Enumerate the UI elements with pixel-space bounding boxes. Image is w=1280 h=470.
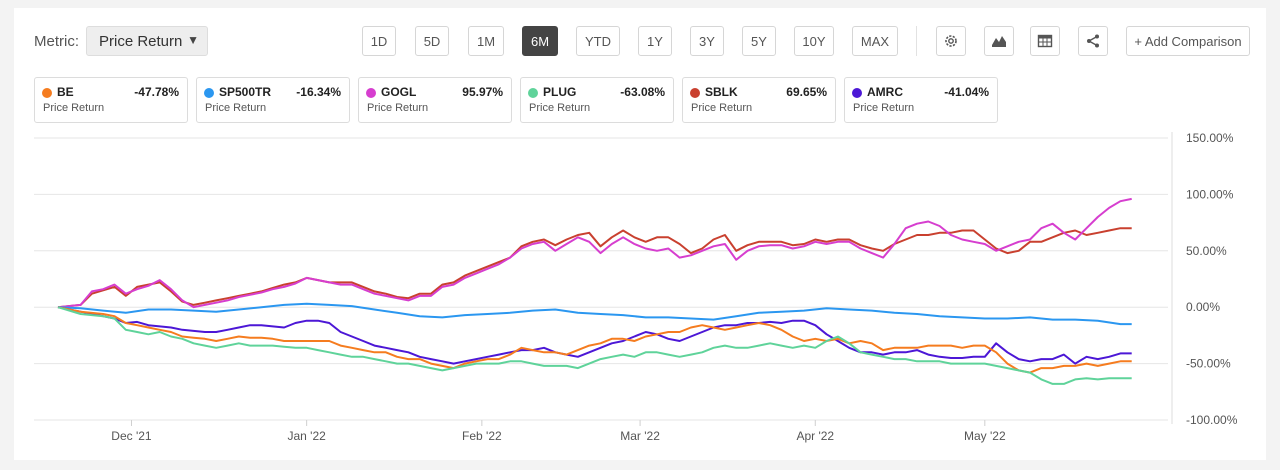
- series-color-dot: [366, 88, 376, 98]
- range-button-5y[interactable]: 5Y: [742, 26, 776, 56]
- range-button-6m[interactable]: 6M: [522, 26, 558, 56]
- range-button-10y[interactable]: 10Y: [794, 26, 834, 56]
- legend-change: -63.08%: [620, 85, 665, 99]
- range-button-1m[interactable]: 1M: [468, 26, 504, 56]
- legend-metric: Price Return: [691, 102, 753, 114]
- y-tick-label: 100.00%: [1186, 187, 1234, 201]
- y-tick-label: -100.00%: [1186, 413, 1238, 427]
- mountain-chart-icon: [992, 36, 1006, 47]
- legend-metric: Price Return: [367, 102, 429, 114]
- settings-button[interactable]: [936, 26, 966, 56]
- series-line-amrc: [57, 306, 1132, 365]
- legend-ticker: SBLK: [705, 85, 738, 99]
- range-button-5d[interactable]: 5D: [415, 26, 449, 56]
- add-comparison-button[interactable]: + Add Comparison: [1126, 26, 1250, 56]
- x-tick-label: Dec '21: [111, 429, 152, 443]
- x-tick-label: May '22: [964, 429, 1006, 443]
- legend-change: -16.34%: [296, 85, 341, 99]
- series-color-dot: [852, 88, 862, 98]
- table-view-button[interactable]: [1030, 26, 1060, 56]
- legend-card-sp500tr[interactable]: SP500TR -16.34% Price Return: [196, 77, 350, 123]
- legend-change: -41.04%: [944, 85, 989, 99]
- range-button-1y[interactable]: 1Y: [638, 26, 672, 56]
- range-button-1d[interactable]: 1D: [362, 26, 396, 56]
- series-color-dot: [42, 88, 52, 98]
- chart-type-button[interactable]: [984, 26, 1014, 56]
- range-button-ytd[interactable]: YTD: [576, 26, 620, 56]
- series-color-dot: [204, 88, 214, 98]
- legend-ticker: AMRC: [867, 85, 903, 99]
- legend-ticker: PLUG: [543, 85, 577, 99]
- series-line-plug: [57, 306, 1132, 385]
- chart-toolbar: Metric: Price Return ▼ 1D 5D 1M 6M YTD 1…: [34, 26, 1250, 56]
- y-tick-label: 150.00%: [1186, 131, 1234, 145]
- x-tick-label: Feb '22: [462, 429, 502, 443]
- legend-ticker: GOGL: [381, 85, 417, 99]
- legend-card-gogl[interactable]: GOGL 95.97% Price Return: [358, 77, 512, 123]
- legend-metric: Price Return: [529, 102, 591, 114]
- series-lines: [57, 197, 1132, 385]
- caret-down-icon: ▼: [187, 33, 199, 47]
- y-tick-label: 0.00%: [1186, 300, 1220, 314]
- metric-label: Metric:: [34, 33, 79, 50]
- series-line-be: [57, 306, 1132, 374]
- legend-card-be[interactable]: BE -47.78% Price Return: [34, 77, 188, 123]
- legend-metric: Price Return: [853, 102, 915, 114]
- toolbar-divider: [916, 26, 917, 56]
- legend-metric: Price Return: [205, 102, 267, 114]
- legend-ticker: SP500TR: [219, 85, 272, 99]
- legend-change: 95.97%: [462, 85, 503, 99]
- metric-select-value: Price Return: [99, 33, 183, 50]
- metric-select[interactable]: Price Return ▼: [86, 26, 208, 56]
- x-tick-label: Mar '22: [620, 429, 660, 443]
- gear-icon: [945, 35, 957, 47]
- range-button-3y[interactable]: 3Y: [690, 26, 724, 56]
- legend-card-plug[interactable]: PLUG -63.08% Price Return: [520, 77, 674, 123]
- range-button-max[interactable]: MAX: [852, 26, 898, 56]
- series-color-dot: [528, 88, 538, 98]
- share-button[interactable]: [1078, 26, 1108, 56]
- axes: 150.00% 100.00% 50.00% 0.00% -50.00% -100.00%…: [111, 131, 1237, 443]
- legend-card-sblk[interactable]: SBLK 69.65% Price Return: [682, 77, 836, 123]
- series-line-sblk: [57, 227, 1132, 309]
- y-tick-label: -50.00%: [1186, 357, 1231, 371]
- share-icon: [1087, 34, 1099, 48]
- series-line-gogl: [57, 197, 1132, 309]
- legend-change: 69.65%: [786, 85, 827, 99]
- series-line-sp500tr: [57, 302, 1132, 326]
- y-tick-label: 50.00%: [1186, 244, 1227, 258]
- x-tick-label: Jan '22: [287, 429, 326, 443]
- legend-metric: Price Return: [43, 102, 105, 114]
- legend-card-amrc[interactable]: AMRC -41.04% Price Return: [844, 77, 998, 123]
- legend-ticker: BE: [57, 85, 74, 99]
- table-icon: [1037, 34, 1053, 48]
- legend-change: -47.78%: [134, 85, 179, 99]
- grid-lines: [34, 137, 1168, 421]
- x-tick-label: Apr '22: [796, 429, 834, 443]
- series-color-dot: [690, 88, 700, 98]
